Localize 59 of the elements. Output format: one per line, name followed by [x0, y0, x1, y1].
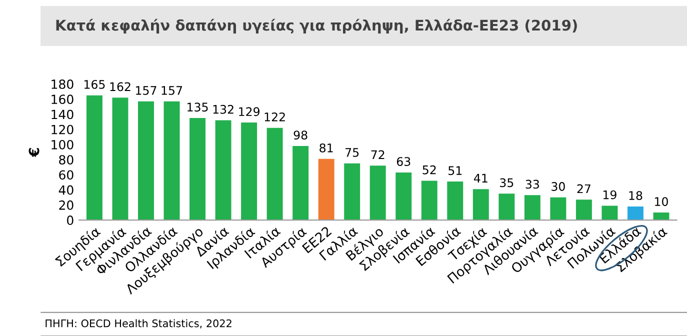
bar — [344, 163, 360, 220]
y-tick-label: 160 — [52, 94, 74, 104]
data-label: 157 — [162, 86, 182, 95]
y-tick-label: 100 — [52, 140, 74, 150]
bar — [241, 122, 258, 220]
bar — [266, 128, 283, 220]
bar — [498, 194, 515, 220]
text: ΠΗΓΗ: OECD Health Statistics, 2022 — [46, 319, 232, 328]
y-tick-label: 20 — [59, 200, 74, 210]
bar — [138, 101, 154, 220]
data-label: 135 — [188, 102, 208, 112]
data-label: 35 — [500, 178, 514, 188]
bar — [190, 118, 206, 220]
data-label: 98 — [294, 130, 308, 140]
data-label: 72 — [371, 150, 384, 160]
bar — [86, 95, 102, 220]
y-tick-label: 60 — [59, 170, 74, 180]
y-tick-label: 0 — [67, 216, 74, 226]
data-label: 33 — [526, 180, 539, 189]
data-label: 10 — [655, 197, 668, 206]
bar — [318, 158, 334, 220]
data-label: 18 — [629, 191, 642, 200]
bar — [370, 166, 386, 220]
bar — [164, 101, 180, 220]
y-axis-title: € — [28, 148, 40, 158]
bar — [215, 120, 232, 220]
bar — [112, 98, 128, 220]
y-tick-label: 120 — [52, 124, 74, 134]
data-label: 41 — [474, 174, 488, 182]
data-label: 81 — [320, 143, 333, 152]
bar — [653, 212, 670, 220]
data-label: 30 — [552, 182, 565, 191]
y-tick-label: 40 — [58, 185, 74, 195]
y-tick-label: 180 — [52, 79, 74, 89]
bar — [421, 180, 438, 220]
bar — [550, 197, 566, 220]
chart-title: Κατά κεφαλήν δαπάνη υγείας για πρόληψη, Ελλάδα-ΕΕ23 (2019) — [56, 18, 577, 34]
data-label: 75 — [346, 148, 359, 157]
data-label: 157 — [136, 86, 156, 95]
bar — [396, 172, 412, 220]
bar — [524, 195, 540, 220]
bar — [292, 146, 309, 220]
data-label: 19 — [604, 190, 616, 200]
data-label: 63 — [396, 157, 410, 166]
data-label: 51 — [448, 166, 462, 176]
bar — [576, 200, 592, 220]
bar — [627, 206, 644, 220]
data-label: 162 — [110, 82, 130, 92]
y-tick-label: 80 — [59, 155, 74, 165]
bar — [602, 206, 618, 220]
bar — [472, 189, 489, 220]
y-tick-label: 140 — [52, 110, 74, 120]
data-label: 52 — [422, 165, 436, 174]
data-label: 165 — [84, 80, 105, 89]
data-label: 129 — [239, 107, 260, 116]
data-label: 27 — [577, 184, 590, 194]
data-label: 132 — [213, 104, 234, 114]
bar — [447, 182, 464, 220]
data-label: 122 — [264, 112, 285, 122]
